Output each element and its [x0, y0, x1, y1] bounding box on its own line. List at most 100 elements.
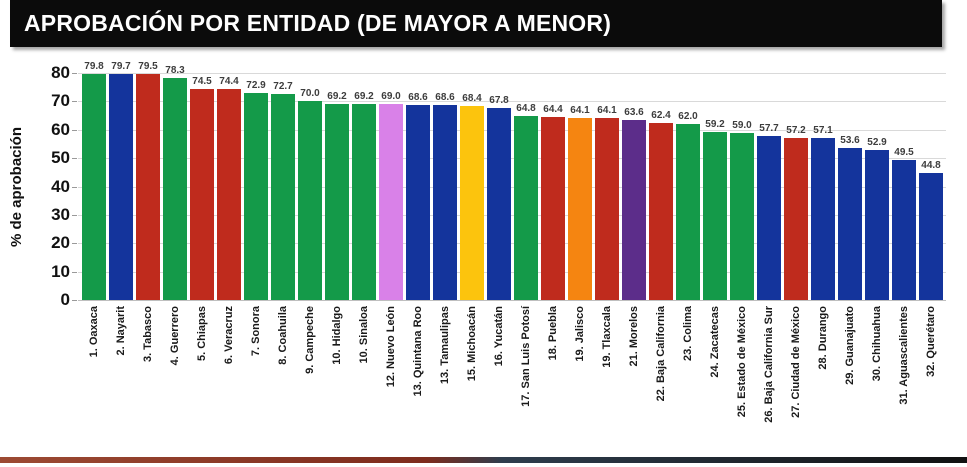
x-tick-label: 8. Coahuila: [277, 306, 289, 365]
value-label: 69.2: [354, 90, 374, 102]
x-tick-label: 24. Zacatecas: [709, 306, 721, 378]
x-tick-label: 17. San Luis Potosí: [520, 306, 532, 407]
x-tick-label: 15. Michoacán: [466, 306, 478, 382]
x-tick-label: 18. Puebla: [547, 306, 559, 361]
bar-nayarit: [109, 73, 133, 300]
value-label: 57.2: [786, 124, 806, 136]
value-label: 68.6: [408, 92, 428, 104]
y-tick-label-70: 70: [51, 91, 70, 111]
value-label: 64.1: [597, 105, 617, 117]
gridline-10: [78, 271, 946, 273]
x-tick-label: 31. Aguascalientes: [898, 306, 910, 405]
bar-tlaxcala: [595, 118, 619, 300]
y-tick-mark: [72, 129, 77, 131]
value-label: 69.0: [381, 91, 401, 103]
bar-nuevo-león: [379, 104, 403, 300]
bar-tamaulipas: [433, 105, 457, 300]
x-tick-label: 12. Nuevo León: [385, 306, 397, 388]
x-tick-label: 19. Tlaxcala: [601, 306, 613, 368]
x-tick-label: 5. Chiapas: [196, 306, 208, 362]
x-tick-label: 19. Jalisco: [574, 306, 586, 362]
gridline-20: [78, 243, 946, 245]
bar-baja-california: [649, 122, 673, 300]
bar-ciudad-de-méxico: [784, 137, 808, 300]
x-tick-label: 3. Tabasco: [142, 306, 154, 363]
bar-puebla: [541, 117, 565, 300]
bar-yucatán: [487, 107, 511, 300]
bar-jalisco: [568, 118, 592, 300]
gridline-50: [78, 158, 946, 160]
x-tick-label: 28. Durango: [817, 306, 829, 370]
value-label: 67.8: [489, 94, 509, 106]
bar-hidalgo: [325, 103, 349, 300]
x-tick-label: 26. Baja California Sur: [763, 306, 775, 423]
x-tick-label: 4. Guerrero: [169, 306, 181, 366]
y-tick-label-40: 40: [51, 176, 70, 196]
y-tick-mark: [72, 243, 77, 245]
y-tick-mark: [72, 101, 77, 103]
gridline-30: [78, 214, 946, 216]
value-label: 64.8: [516, 103, 536, 115]
y-tick-label-60: 60: [51, 119, 70, 139]
value-label: 49.5: [894, 146, 914, 158]
x-tick-label: 13. Quintana Roo: [412, 306, 424, 397]
gridline-80: [78, 73, 946, 74]
y-tick-label-20: 20: [51, 233, 70, 253]
y-tick-mark: [72, 300, 77, 301]
x-tick-label: 6. Veracruz: [223, 306, 235, 365]
value-label: 52.9: [867, 136, 887, 148]
x-tick-label: 9. Campeche: [304, 306, 316, 374]
bar-estado-de-méxico: [730, 132, 754, 300]
bar-zacatecas: [703, 132, 727, 300]
value-label: 79.5: [138, 61, 158, 73]
x-tick-label: 10. Hidalgo: [331, 306, 343, 365]
value-label: 63.6: [624, 106, 644, 118]
bar-guanajuato: [838, 147, 862, 300]
y-tick-label-30: 30: [51, 204, 70, 224]
value-label: 64.4: [543, 104, 563, 116]
x-tick-label: 29. Guanajuato: [844, 306, 856, 385]
x-tick-label: 2. Nayarit: [115, 306, 127, 356]
value-label: 68.6: [435, 92, 455, 104]
value-label: 59.0: [732, 119, 752, 131]
x-tick-label: 7. Sonora: [250, 306, 262, 357]
bar-michoacán: [460, 105, 484, 300]
x-tick-label: 27. Ciudad de México: [790, 306, 802, 418]
y-tick-label-10: 10: [51, 261, 70, 281]
value-label: 69.2: [327, 90, 347, 102]
bar-coahuila: [271, 93, 295, 300]
value-label: 79.8: [84, 60, 104, 72]
bar-chihuahua: [865, 149, 889, 300]
y-tick-mark: [72, 271, 77, 273]
x-tick-label: 1. Oaxaca: [88, 306, 100, 358]
value-label: 53.6: [840, 134, 860, 146]
y-tick-label-0: 0: [60, 290, 70, 309]
x-tick-label: 16. Yucatán: [493, 306, 505, 367]
x-tick-label: 25. Estado de México: [736, 306, 748, 418]
x-tick-label: 21. Morelos: [628, 306, 640, 367]
y-tick-label-50: 50: [51, 148, 70, 168]
value-label: 68.4: [462, 92, 482, 104]
gridline-40: [78, 186, 946, 188]
gridline-60: [78, 129, 946, 131]
bar-baja-california-sur: [757, 136, 781, 300]
gridline-70: [78, 101, 946, 103]
bar-aguascalientes: [892, 159, 916, 300]
x-tick-label: 22. Baja California: [655, 306, 667, 402]
value-label: 62.0: [678, 111, 698, 123]
bar-veracruz: [217, 88, 241, 300]
x-tick-label: 30. Chihuahua: [871, 306, 883, 382]
bar-colima: [676, 124, 700, 300]
bar-morelos: [622, 119, 646, 300]
value-label: 72.9: [246, 80, 266, 92]
bar-chiapas: [190, 88, 214, 300]
x-axis-line: [78, 300, 946, 301]
x-tick-label: 32. Querétaro: [925, 306, 937, 377]
value-label: 70.0: [300, 88, 320, 100]
bar-san-luis-potosí: [514, 116, 538, 300]
y-tick-label-80: 80: [51, 63, 70, 82]
y-tick-mark: [72, 214, 77, 216]
value-label: 72.7: [273, 80, 293, 92]
y-tick-mark: [72, 186, 77, 188]
bar-sinaloa: [352, 103, 376, 300]
